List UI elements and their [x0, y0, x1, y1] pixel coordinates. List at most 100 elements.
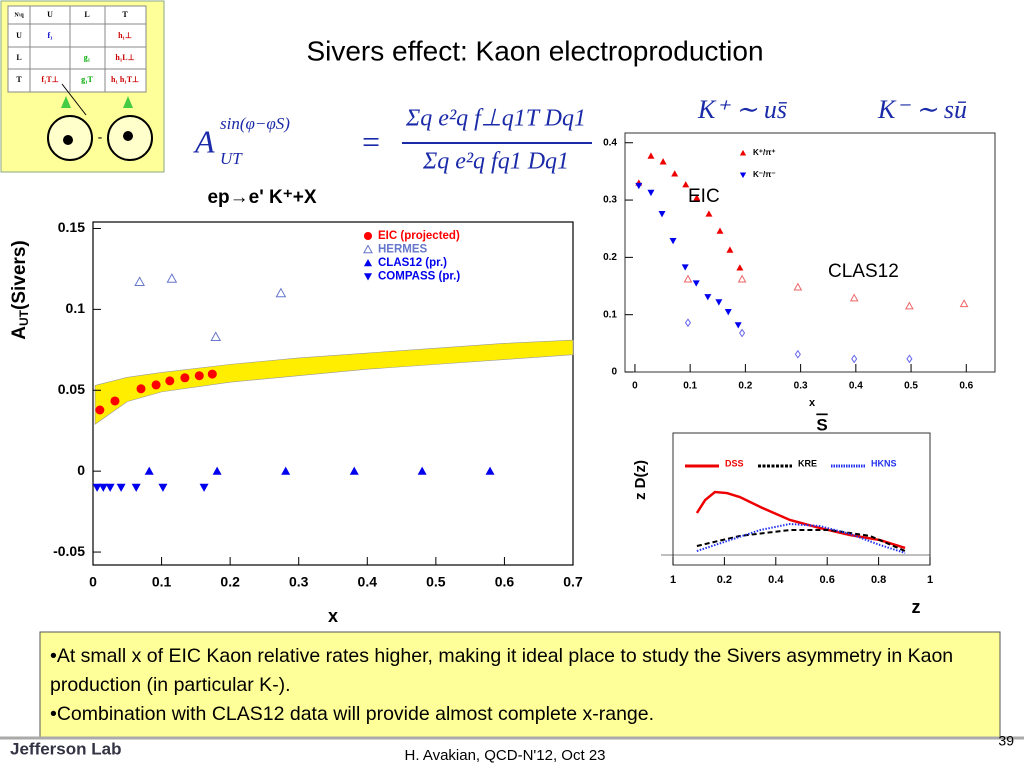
legend-swatch: [363, 244, 373, 254]
line: [696, 529, 906, 552]
y-axis-label: z D(z): [632, 460, 649, 500]
point: [95, 405, 105, 415]
y-label-main: A: [9, 326, 30, 340]
slide-title: Sivers effect: Kaon electroproduction: [306, 35, 763, 66]
point: [704, 294, 712, 301]
x-tick-label: 0.4: [358, 574, 378, 590]
legend-label: K⁺/π⁺: [753, 148, 776, 157]
point: [92, 483, 102, 492]
point: [158, 483, 168, 492]
x-tick-label: 0.4: [849, 381, 863, 392]
point: [715, 299, 723, 306]
bullet: •Combination with CLAS12 data will provi…: [50, 703, 655, 725]
point: [734, 322, 742, 329]
y-tick-label: 0.1: [66, 300, 86, 316]
x-tick-label: 0.3: [794, 381, 808, 392]
point: [635, 182, 643, 190]
y-axis-label: AUT(Sivers): [9, 240, 31, 339]
relation: K⁻ ∼ sū: [877, 95, 967, 124]
y-label-sub: UT: [17, 309, 31, 326]
legend-label: CLAS12 (pr.): [378, 257, 447, 269]
point: [194, 371, 204, 381]
legend-label: KRE: [798, 458, 817, 468]
point: [682, 181, 690, 188]
point: [849, 293, 859, 302]
point: [199, 483, 209, 492]
point: [716, 227, 724, 234]
y-tick-label: 0: [77, 462, 85, 478]
x-tick-label: 0.2: [738, 381, 752, 392]
legend-label: DSS: [725, 458, 744, 468]
footer-text: H. Avakian, QCD-N'12, Oct 23: [405, 747, 606, 764]
point: [905, 301, 914, 310]
x-axis-label: x: [809, 397, 816, 409]
x-tick-label: 0.4: [768, 574, 784, 586]
point: [794, 349, 801, 359]
x-axis-label: x: [328, 606, 338, 626]
point: [349, 466, 359, 475]
y-tick-label: 0.05: [58, 381, 85, 397]
y-tick-label: -0.05: [53, 543, 85, 559]
legend-label: K⁻/π⁻: [753, 170, 776, 179]
point: [659, 158, 667, 165]
x-tick-label: 1: [670, 574, 676, 586]
y-tick-label: 0.2: [603, 252, 617, 263]
point: [681, 264, 689, 271]
table-header: T: [122, 10, 128, 19]
point: [134, 276, 145, 286]
table-header: N\q: [14, 12, 24, 18]
point: [485, 466, 495, 475]
point: [793, 282, 803, 291]
point: [110, 396, 120, 406]
x-tick-label: 0.5: [904, 381, 918, 392]
table-cell: h₁ h₁T⊥: [111, 75, 139, 84]
point: [684, 318, 692, 328]
formula-lhs: A: [193, 123, 215, 159]
point: [105, 483, 115, 492]
quark-icons: [61, 96, 133, 108]
annotation: EIC: [688, 186, 720, 207]
point: [136, 384, 146, 394]
point: [207, 369, 217, 379]
table-header: L: [84, 10, 89, 19]
point: [131, 483, 141, 492]
x-tick-label: 1: [927, 574, 933, 586]
y-tick-label: 0.1: [603, 309, 617, 320]
x-axis-label: z: [912, 597, 921, 617]
point: [151, 380, 161, 390]
formula: A sin(φ−φS) UT = Σq e²q f⊥q1T Dq1 Σq e²q…: [193, 95, 967, 175]
legend-label: HERMES: [378, 244, 428, 256]
point: [906, 354, 913, 364]
x-tick-label: 0.6: [820, 574, 835, 586]
bullet: •At small x of EIC Kaon relative rates h…: [50, 645, 954, 696]
x-tick-label: 0: [89, 574, 97, 590]
point: [275, 287, 287, 298]
y-tick-label: 0.4: [603, 137, 617, 148]
point: [736, 264, 744, 271]
table-cell: L: [16, 53, 21, 62]
x-tick-label: 0.2: [220, 574, 240, 590]
plot-frame: [624, 132, 996, 373]
point: [724, 309, 732, 316]
point: [851, 354, 858, 364]
table-cell: h₁⊥: [118, 31, 132, 40]
point: [212, 466, 222, 475]
x-tick-label: 0.6: [495, 574, 515, 590]
minus: -: [98, 129, 103, 145]
point: [737, 274, 747, 283]
point: [116, 483, 126, 492]
y-label-rest: (Sivers): [9, 240, 30, 310]
chart-title: ep→e' K⁺+X: [207, 187, 316, 208]
legend-swatch: [363, 231, 373, 241]
x-tick-label: 0: [632, 381, 638, 392]
y-tick-label: 0.3: [603, 195, 617, 206]
point: [165, 376, 175, 386]
point: [705, 210, 713, 217]
x-tick-label: 0.2: [717, 574, 732, 586]
point: [658, 211, 666, 218]
point: [693, 194, 701, 201]
legend-label: HKNS: [871, 458, 897, 468]
page-number: 39: [998, 733, 1014, 749]
